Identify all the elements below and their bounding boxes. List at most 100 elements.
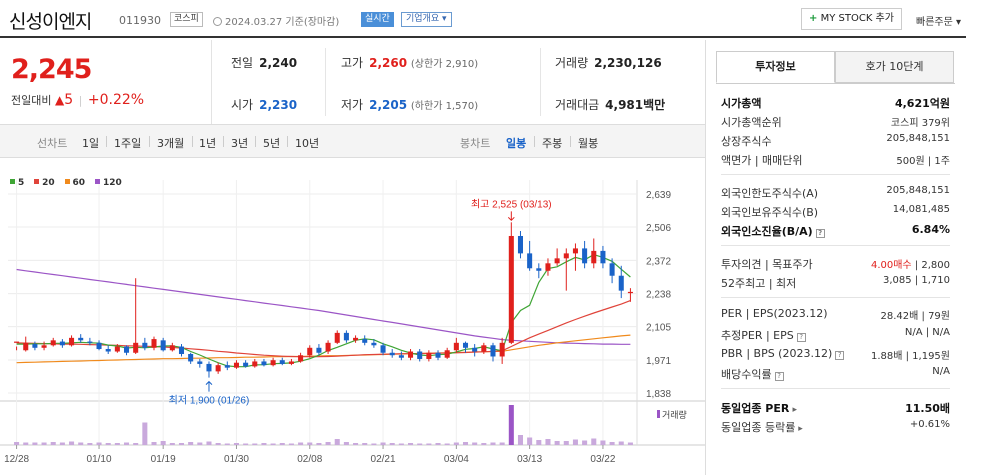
quick-order-button[interactable]: 빠른주문 ▾ (916, 17, 961, 28)
period-1w[interactable]: 1주일 (114, 137, 142, 150)
candle-body (87, 341, 93, 343)
candle-body (23, 342, 29, 351)
price-summary: 2,245 전일대비 ▲5 | +0.22% (0, 40, 212, 124)
x-tick-label: 03/22 (590, 454, 615, 465)
volume-bar (426, 443, 432, 445)
change-value: 5 (64, 92, 74, 108)
volume-bar (380, 442, 386, 445)
candle-body (627, 291, 633, 294)
candle-body (178, 346, 185, 354)
volume-bar (545, 439, 551, 445)
help-icon[interactable]: ? (815, 229, 825, 238)
volume-bar (114, 443, 120, 445)
candle-body (288, 361, 294, 364)
tab-orderbook[interactable]: 호가 10단계 (835, 51, 954, 83)
volume-bar (490, 442, 496, 445)
invest-info-panel: 투자정보 호가 10단계 시가총액 4,621억원 시가총액순위 코스피 379위 … (705, 40, 966, 475)
candle-body (188, 353, 194, 362)
y-tick-label: 1,838 (646, 389, 671, 400)
volume-bar (261, 443, 267, 445)
candle-body (371, 342, 377, 346)
volume-bar (32, 442, 38, 445)
candle-body (233, 362, 239, 368)
volume-bar (343, 442, 349, 445)
volume-bar (499, 442, 505, 445)
stat-volume: 거래량 2,230,126 (555, 56, 662, 70)
current-price: 2,245 (11, 54, 92, 85)
candle-body (59, 341, 65, 346)
volume-bar (50, 442, 56, 445)
candle-body (279, 360, 285, 364)
price-stats: 전일 2,240 고가 2,260 (상한가 2,910) 거래량 2,230,126… (213, 40, 705, 124)
volume-bar (197, 442, 203, 445)
candle-body (142, 342, 148, 348)
candle-body (96, 342, 102, 350)
change-label: 전일대비 (11, 94, 52, 107)
volume-bar (554, 441, 560, 445)
volume-bar (233, 443, 239, 445)
x-tick-label: 01/30 (224, 454, 249, 465)
candle-body (398, 355, 404, 358)
help-icon[interactable]: ? (796, 333, 806, 342)
candle-body (517, 235, 523, 254)
help-icon[interactable]: ? (774, 372, 784, 381)
candle-body (600, 250, 606, 264)
volume-bar (288, 443, 294, 445)
stat-open: 시가 2,230 (231, 98, 298, 112)
candle-body (563, 253, 569, 259)
help-icon[interactable]: ? (835, 351, 845, 360)
volume-bar (270, 443, 276, 445)
candle-body (453, 342, 459, 351)
candle-chart-label: 봉차트 (460, 137, 491, 150)
candle-body (14, 341, 20, 343)
price-change: 전일대비 ▲5 | +0.22% (11, 92, 145, 108)
volume-bar (563, 441, 569, 445)
period-1y[interactable]: 1년 (199, 137, 217, 150)
period-10y[interactable]: 10년 (295, 137, 320, 150)
candle-daily[interactable]: 일봉 (506, 137, 527, 150)
candle-body (78, 337, 84, 341)
candle-body (380, 345, 386, 353)
period-1d[interactable]: 1일 (82, 137, 100, 150)
price-chart[interactable]: 2,639 2,506 2,372 2,238 2,105 1,971 1,838 12/28… (0, 160, 705, 475)
period-5y[interactable]: 5년 (263, 137, 281, 150)
volume-bar (133, 443, 139, 445)
legend-ma60: 60 (64, 178, 85, 188)
volume-bar (298, 442, 304, 445)
ma60-line (16, 334, 631, 364)
realtime-button[interactable]: 실시간 (361, 12, 394, 27)
volume-bar (243, 443, 249, 445)
volume-bar (307, 442, 313, 445)
corp-info-button[interactable]: 기업개요 ▾ (401, 12, 452, 27)
candle-body (481, 345, 487, 352)
volume-bar (453, 442, 459, 445)
candle-body (270, 360, 276, 366)
up-arrow-icon: ▲ (54, 93, 65, 107)
candle-body (462, 342, 469, 348)
volume-bar (417, 443, 423, 445)
candle-body (252, 361, 258, 367)
candle-body (554, 258, 560, 264)
candle-body (105, 349, 111, 352)
add-my-stock-button[interactable]: + MY STOCK 추가 (801, 8, 902, 30)
volume-bar (23, 442, 29, 445)
candle-body (426, 352, 432, 359)
volume-bar (334, 439, 340, 445)
period-3m[interactable]: 3개월 (157, 137, 185, 150)
volume-bar (87, 443, 93, 445)
stat-prev-close: 전일 2,240 (231, 56, 298, 70)
candle-body (261, 361, 267, 366)
high-marker-arrow (507, 211, 515, 222)
candle-monthly[interactable]: 월봉 (578, 137, 599, 150)
y-tick-label: 2,105 (646, 323, 671, 334)
candle-body (408, 351, 414, 358)
period-3y[interactable]: 3년 (231, 137, 249, 150)
volume-bar (188, 442, 194, 445)
candle-body (206, 363, 212, 372)
volume-bar (316, 443, 322, 445)
volume-bar (215, 443, 221, 445)
volume-bar (142, 422, 148, 445)
tab-invest-info[interactable]: 투자정보 (716, 51, 835, 83)
candle-body (114, 346, 120, 352)
candle-weekly[interactable]: 주봉 (542, 137, 563, 150)
